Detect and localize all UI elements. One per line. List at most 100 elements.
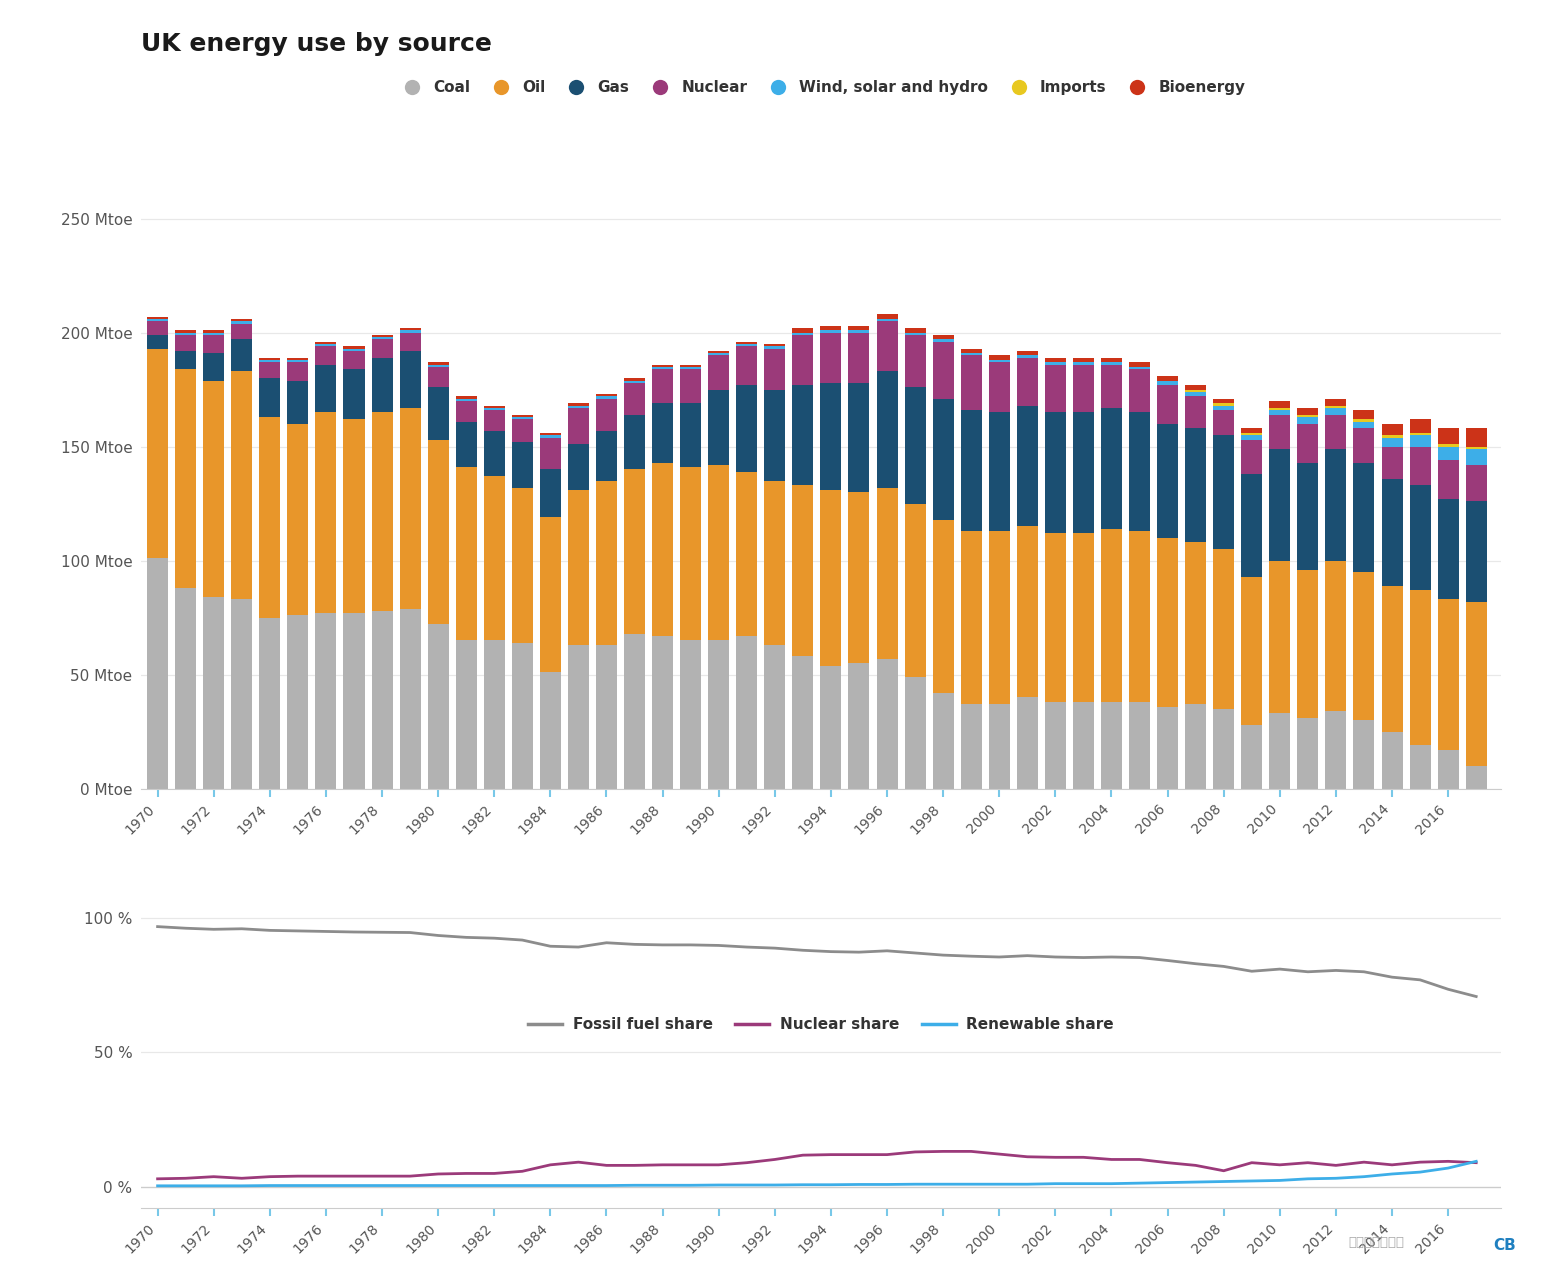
Bar [1409, 420, 1431, 432]
Bar [848, 326, 870, 331]
Bar [455, 421, 477, 467]
Bar [1045, 533, 1067, 702]
Bar [316, 343, 336, 346]
Bar [147, 319, 167, 322]
Bar [568, 408, 590, 444]
Bar [1242, 474, 1262, 576]
Bar [1325, 711, 1347, 789]
Bar [932, 340, 954, 342]
Bar [540, 435, 561, 438]
Bar [1353, 572, 1375, 720]
Bar [652, 403, 673, 463]
Bar [1437, 599, 1459, 750]
Bar [260, 417, 280, 618]
Bar [455, 401, 477, 421]
Bar [1017, 357, 1038, 406]
Bar [399, 328, 421, 331]
Bar [737, 342, 757, 343]
Bar [848, 333, 870, 383]
Bar [483, 640, 505, 789]
Bar [848, 663, 870, 789]
Bar [1437, 444, 1459, 446]
Bar [427, 366, 449, 388]
Bar [1214, 398, 1234, 403]
Bar [288, 357, 308, 360]
Bar [596, 397, 618, 398]
Bar [344, 351, 364, 369]
Bar [511, 415, 533, 417]
Bar [344, 613, 364, 789]
Bar [624, 633, 644, 789]
Bar [1325, 406, 1347, 408]
Bar [1298, 415, 1318, 417]
Bar [848, 492, 870, 663]
Bar [596, 645, 618, 789]
Bar [1465, 602, 1487, 766]
Bar [568, 645, 590, 789]
Bar [1465, 766, 1487, 789]
Bar [708, 354, 729, 355]
Bar [540, 518, 561, 673]
Text: UK energy use by source: UK energy use by source [141, 32, 491, 56]
Bar [288, 360, 308, 363]
Bar [260, 378, 280, 417]
Bar [1214, 403, 1234, 406]
Bar [1381, 424, 1403, 435]
Bar [1381, 435, 1403, 438]
Bar [1214, 550, 1234, 709]
Bar [1381, 438, 1403, 446]
Bar [483, 406, 505, 408]
Bar [737, 343, 757, 346]
Bar [1353, 420, 1375, 421]
Bar [624, 415, 644, 469]
Bar [316, 412, 336, 613]
Bar [932, 693, 954, 789]
Bar [511, 487, 533, 642]
Bar [147, 558, 167, 789]
Text: CB: CB [1494, 1238, 1517, 1253]
Bar [344, 420, 364, 613]
Bar [1214, 410, 1234, 435]
Bar [652, 463, 673, 636]
Bar [316, 365, 336, 412]
Bar [821, 490, 841, 665]
Bar [652, 366, 673, 369]
Bar [1242, 435, 1262, 440]
Bar [1298, 424, 1318, 463]
Bar [1465, 429, 1487, 446]
Bar [765, 389, 785, 481]
Bar [821, 326, 841, 331]
Bar [455, 640, 477, 789]
Bar [1353, 720, 1375, 789]
Bar [540, 469, 561, 518]
Bar [399, 333, 421, 351]
Bar [1073, 533, 1093, 702]
Bar [708, 355, 729, 389]
Bar [1129, 366, 1150, 369]
Bar [680, 403, 701, 467]
Bar [1437, 446, 1459, 460]
Bar [765, 349, 785, 389]
Bar [932, 398, 954, 519]
Bar [876, 659, 898, 789]
Bar [932, 519, 954, 693]
Bar [988, 705, 1010, 789]
Bar [848, 331, 870, 333]
Bar [848, 383, 870, 492]
Bar [904, 328, 926, 333]
Bar [1465, 446, 1487, 449]
Bar [203, 335, 224, 354]
Bar [708, 389, 729, 464]
Bar [596, 394, 618, 397]
Bar [793, 486, 813, 656]
Bar [1129, 363, 1150, 366]
Bar [1129, 702, 1150, 789]
Bar [147, 317, 167, 319]
Bar [372, 340, 393, 357]
Bar [988, 363, 1010, 412]
Bar [1186, 542, 1206, 705]
Bar [904, 388, 926, 504]
Bar [1129, 412, 1150, 530]
Bar [344, 369, 364, 420]
Bar [175, 335, 196, 351]
